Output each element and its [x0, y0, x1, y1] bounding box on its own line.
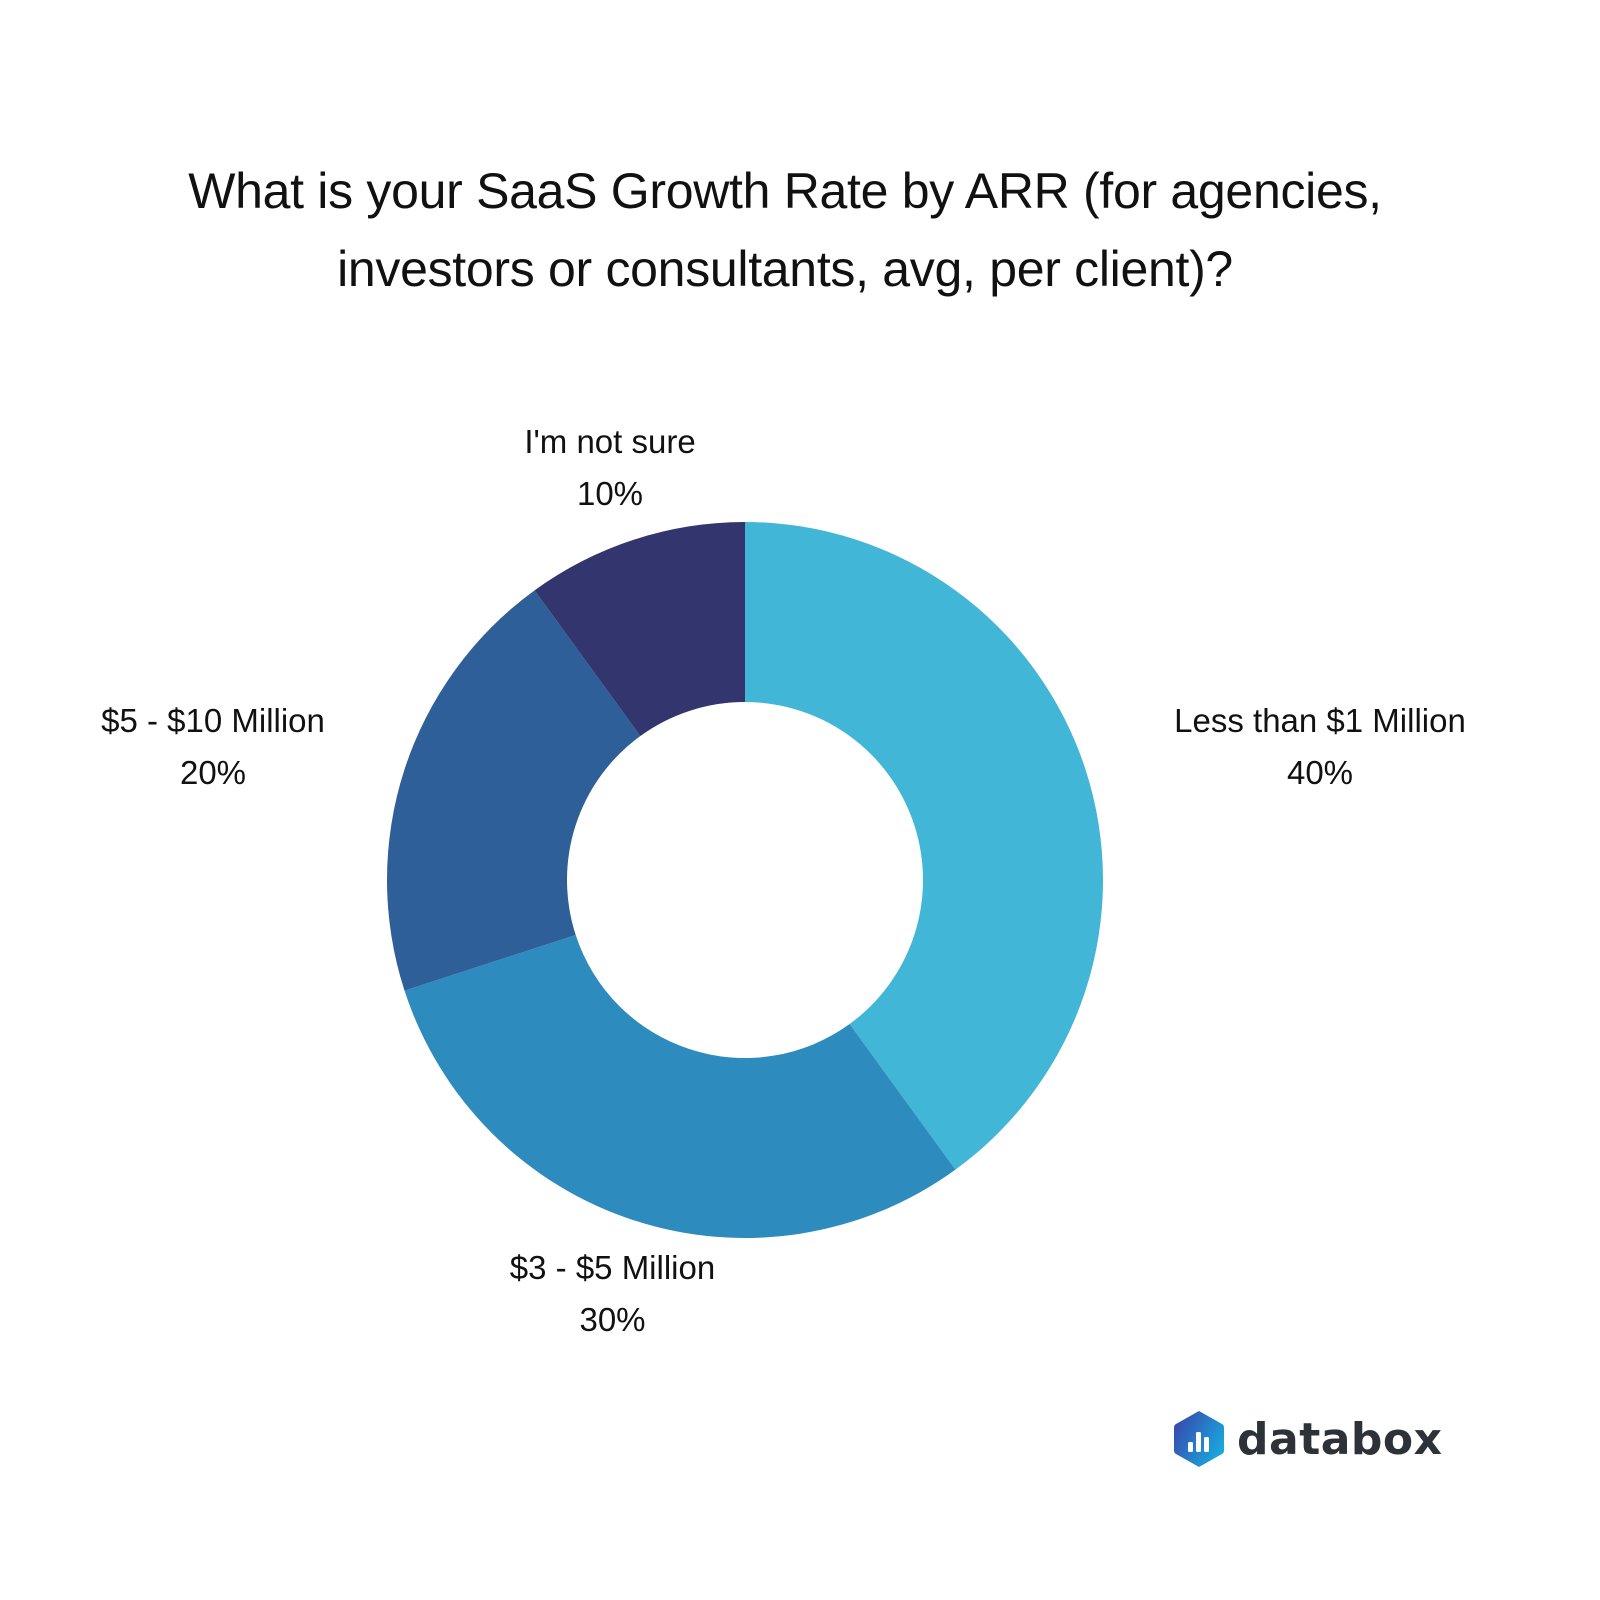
- label-name: Less than $1 Million: [1174, 702, 1466, 739]
- label-less-than-1m: Less than $1 Million 40%: [1150, 695, 1490, 799]
- chart-title-line-2: investors or consultants, avg, per clien…: [337, 241, 1233, 297]
- label-not-sure: I'm not sure 10%: [510, 416, 710, 520]
- label-value: 10%: [576, 475, 644, 512]
- label-3-5m: $3 - $5 Million 30%: [490, 1242, 735, 1346]
- chart-title: What is your SaaS Growth Rate by ARR (fo…: [0, 152, 1570, 308]
- donut-slice-5-10-million: [387, 590, 641, 991]
- databox-hexagon-icon: [1174, 1411, 1224, 1467]
- donut-slices: [387, 522, 1103, 1238]
- databox-logo: databox: [1173, 1410, 1443, 1468]
- label-value: 20%: [179, 754, 247, 791]
- label-name: I'm not sure: [524, 423, 696, 460]
- label-5-10m: $5 - $10 Million 20%: [60, 695, 366, 799]
- donut-slice-3-5-million: [404, 935, 956, 1238]
- donut-slice-less-than-1-million: [745, 522, 1103, 1170]
- label-name: $5 - $10 Million: [101, 702, 325, 739]
- donut-slice-i-m-not-sure: [534, 522, 745, 736]
- label-value: 40%: [1286, 754, 1354, 791]
- label-value: 30%: [579, 1301, 646, 1338]
- chart-title-line-1: What is your SaaS Growth Rate by ARR (fo…: [188, 163, 1382, 219]
- label-name: $3 - $5 Million: [509, 1249, 716, 1286]
- databox-wordmark: databox: [1237, 1413, 1443, 1465]
